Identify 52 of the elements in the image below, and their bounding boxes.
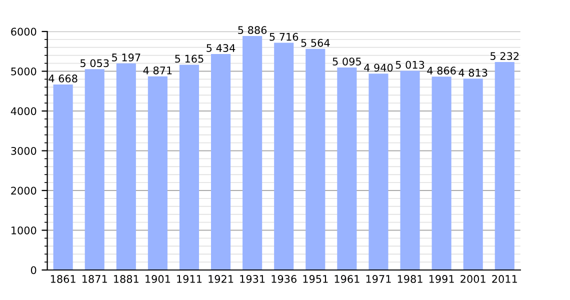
data-label: 5 013 [396, 60, 424, 69]
x-tick-label: 1921 [208, 275, 234, 283]
data-label: 5 716 [270, 32, 298, 41]
x-tick-label: 1951 [303, 275, 328, 283]
bar [306, 48, 326, 270]
bar [432, 76, 452, 270]
y-tick-label: 6000 [11, 28, 36, 36]
data-label: 5 053 [80, 59, 109, 68]
data-label: 5 232 [490, 52, 519, 60]
x-tick-label: 1931 [240, 275, 265, 283]
x-tick-label: 2001 [460, 275, 486, 283]
data-label: 4 866 [427, 66, 456, 75]
x-tick-label: 1861 [50, 275, 76, 283]
data-label: 5 095 [332, 58, 361, 66]
bar [148, 76, 168, 270]
bar [116, 63, 136, 270]
data-label: 5 197 [112, 54, 140, 62]
bar [179, 64, 200, 270]
data-label: 4 813 [458, 68, 488, 77]
bar [337, 67, 357, 270]
x-tick-label: 1911 [177, 275, 202, 283]
bar [400, 70, 420, 270]
data-label: 5 564 [301, 38, 330, 47]
bar [494, 62, 514, 270]
bar [84, 69, 104, 270]
data-label: 4 940 [364, 64, 393, 72]
x-tick-label: 1936 [272, 275, 296, 283]
y-tick-label: 3000 [11, 146, 36, 155]
x-tick-label: 1881 [114, 275, 138, 283]
data-label: 4 871 [143, 66, 172, 74]
x-tick-label: 1981 [398, 275, 422, 283]
x-tick-label: 1871 [82, 275, 107, 283]
data-label: 4 668 [48, 74, 78, 82]
bar [242, 36, 262, 270]
x-tick-label: 1901 [146, 275, 170, 283]
bar [211, 54, 231, 270]
x-tick-label: 1961 [334, 275, 360, 283]
x-tick-label: 1971 [366, 275, 391, 283]
x-tick-label: 1991 [429, 275, 454, 283]
data-label: 5 886 [238, 26, 267, 34]
y-tick-label: 0 [30, 266, 36, 274]
data-label: 5 434 [206, 44, 236, 52]
bar [463, 78, 483, 270]
y-tick-label: 2000 [11, 186, 36, 195]
y-tick-label: 4000 [10, 107, 36, 116]
y-tick-label: 5000 [11, 67, 36, 76]
y-tick-label: 1000 [12, 226, 36, 234]
bar [368, 74, 388, 270]
x-tick-label: 2011 [492, 275, 517, 283]
bar [274, 42, 294, 270]
data-label: 5 165 [175, 54, 204, 63]
bar [53, 84, 73, 270]
